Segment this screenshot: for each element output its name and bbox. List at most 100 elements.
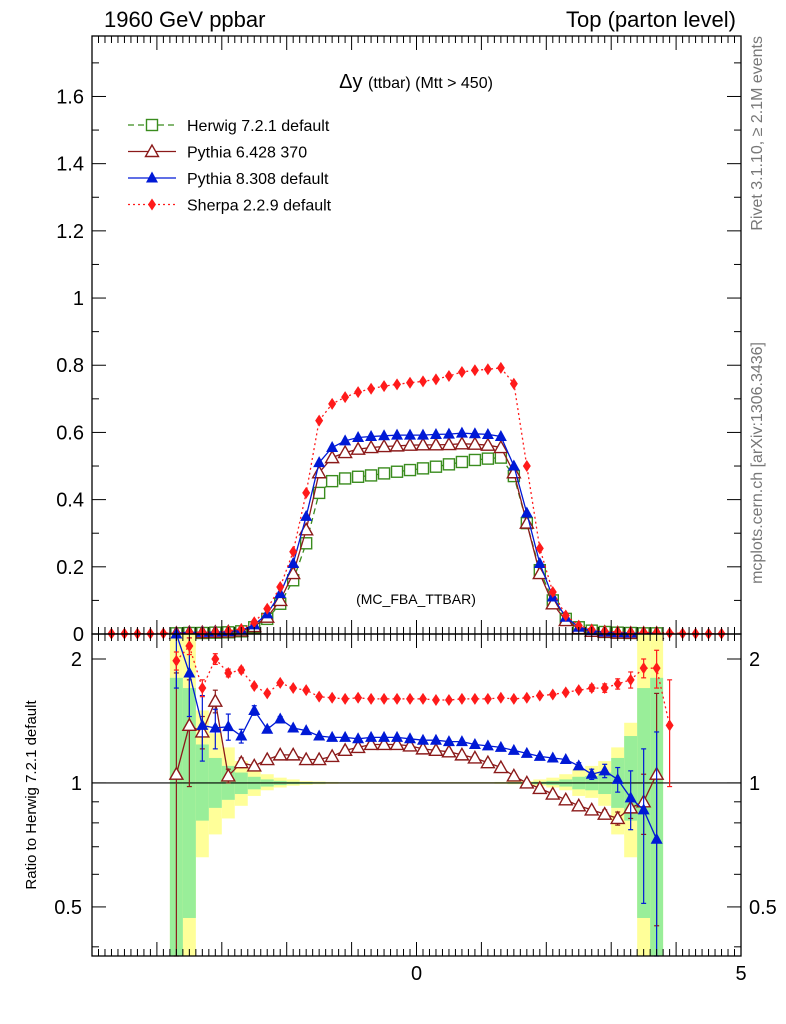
- data-point: [313, 456, 326, 468]
- ratio-point: [494, 740, 507, 752]
- mcplots-label: mcplots.cern.ch [arXiv:1306.3436]: [749, 342, 766, 584]
- data-point: [496, 361, 505, 374]
- data-point: [402, 437, 418, 451]
- data-point: [522, 460, 531, 473]
- ratio-point: [428, 742, 444, 757]
- data-point: [416, 462, 430, 475]
- ratio-point: [311, 751, 327, 766]
- data-point: [457, 365, 466, 378]
- ratio-point: [506, 768, 522, 782]
- ratio-point: [367, 692, 376, 705]
- ratio-point: [380, 692, 389, 705]
- ratio-point: [493, 759, 509, 774]
- data-point: [302, 486, 311, 499]
- data-point: [378, 429, 391, 441]
- ratio-point: [665, 719, 674, 732]
- data-point: [442, 458, 456, 471]
- data-point: [548, 586, 557, 599]
- ratio-point: [324, 748, 340, 763]
- data-point: [416, 428, 429, 440]
- ratio-point: [457, 692, 466, 705]
- ratio-point: [315, 690, 324, 703]
- ratio-point: [584, 802, 600, 816]
- ratio-point: [376, 736, 392, 751]
- ratio-point: [378, 730, 391, 742]
- ratio-y-tick-label: 2: [71, 649, 82, 671]
- ratio-point: [326, 730, 339, 742]
- ratio-point: [404, 732, 417, 744]
- ratio-point: [626, 673, 635, 686]
- watermark: (MC_FBA_TTBAR): [356, 591, 476, 607]
- ratio-point: [402, 738, 418, 752]
- ratio-point: [545, 786, 561, 800]
- ratio-point: [220, 768, 236, 782]
- data-point: [337, 444, 353, 459]
- ratio-point: [624, 791, 637, 803]
- ratio-point: [337, 742, 353, 757]
- ratio-point: [302, 684, 311, 697]
- chart-title-sub: (ttbar) (Mtt > 450): [368, 75, 493, 92]
- data-point: [324, 449, 340, 464]
- legend-label: Sherpa 2.2.9 default: [187, 198, 332, 215]
- ratio-point: [365, 730, 378, 742]
- ratio-point: [224, 666, 233, 679]
- ratio-point: [363, 736, 379, 751]
- ratio-y-tick-label-right: 2: [749, 649, 760, 671]
- ratio-point: [248, 703, 261, 715]
- ratio-point: [600, 682, 609, 695]
- ratio-point: [259, 751, 275, 766]
- data-point: [263, 602, 272, 615]
- ratio-point: [172, 654, 181, 667]
- data-point: [380, 380, 389, 393]
- legend-label: Pythia 6.428 370: [187, 145, 307, 162]
- y-tick-label: 1.6: [56, 86, 84, 108]
- data-point: [467, 436, 483, 450]
- ratio-point: [496, 691, 505, 704]
- ratio-point: [391, 730, 404, 742]
- y-tick-label: 0.2: [56, 557, 84, 579]
- ratio-point: [468, 737, 481, 749]
- ratio-point: [207, 693, 224, 707]
- data-point: [406, 376, 415, 389]
- data-point: [507, 459, 520, 471]
- data-point: [429, 427, 442, 439]
- y-tick-label: 0.8: [56, 355, 84, 377]
- ratio-point: [639, 662, 648, 675]
- ratio-point: [183, 666, 196, 678]
- ratio-point: [520, 746, 533, 758]
- ratio-point: [546, 751, 559, 763]
- ratio-point: [481, 739, 494, 751]
- ratio-point: [341, 692, 350, 705]
- ratio-point: [585, 767, 598, 779]
- data-point: [364, 469, 378, 482]
- chart-title: Δy (ttbar) (Mtt > 450): [339, 71, 493, 93]
- ratio-point: [507, 743, 520, 755]
- ratio-point: [548, 688, 557, 701]
- ratio-point: [444, 694, 453, 707]
- ratio-point: [415, 740, 431, 755]
- ratio-point: [181, 717, 198, 732]
- legend-marker: [145, 118, 159, 132]
- data-point: [480, 437, 496, 451]
- band-inner: [182, 688, 196, 918]
- y-tick-label: 1: [73, 288, 84, 310]
- data-point: [389, 437, 405, 452]
- data-point: [285, 565, 301, 580]
- data-point: [339, 434, 352, 446]
- legend-label: Herwig 7.2.1 default: [187, 118, 330, 135]
- ratio-point: [328, 691, 337, 704]
- ratio-point: [442, 735, 455, 747]
- data-point: [287, 556, 300, 568]
- ratio-point: [522, 691, 531, 704]
- data-point: [441, 436, 457, 451]
- data-point: [481, 427, 494, 439]
- data-point: [429, 460, 443, 473]
- ratio-point: [587, 682, 596, 695]
- data-point: [250, 616, 259, 629]
- data-point: [289, 545, 298, 558]
- ratio-point: [574, 684, 583, 697]
- data-point: [561, 609, 570, 622]
- ratio-point: [418, 692, 427, 705]
- ratio-point: [416, 733, 429, 745]
